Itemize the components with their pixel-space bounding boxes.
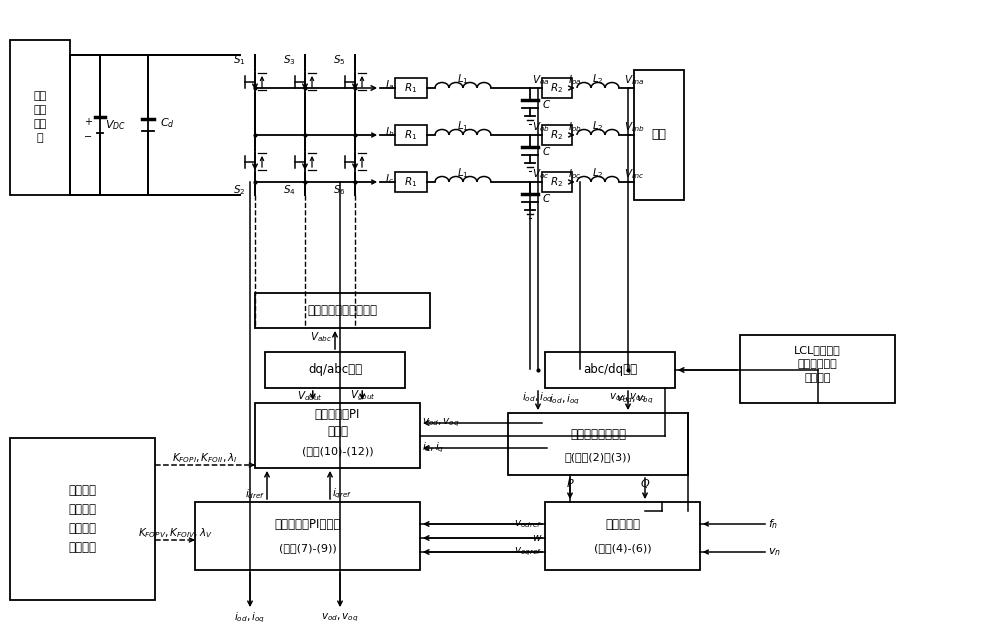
Text: 下垂控制器: 下垂控制器: [605, 519, 640, 532]
Text: $V_{ma}$: $V_{ma}$: [624, 73, 644, 87]
Bar: [545, 502, 700, 570]
Text: LCL滤波器侧
电压、电流和
相位检测: LCL滤波器侧 电压、电流和 相位检测: [794, 345, 841, 383]
Text: $V_{ob}$: $V_{ob}$: [532, 120, 550, 134]
Text: 算(公式(2)和(3)): 算(公式(2)和(3)): [565, 452, 631, 462]
Text: $C_d$: $C_d$: [160, 116, 175, 130]
Text: $V_{dout}$: $V_{dout}$: [297, 389, 323, 403]
Bar: [542, 78, 572, 98]
Text: 空间矢量脉宽调制模块: 空间矢量脉宽调制模块: [308, 304, 378, 317]
Text: $S_5$: $S_5$: [333, 53, 345, 67]
Text: $V_{oc}$: $V_{oc}$: [532, 167, 549, 181]
Bar: [265, 352, 405, 388]
Text: $v_{od},v_{oq}$: $v_{od},v_{oq}$: [321, 612, 359, 622]
Text: abc/dq变换: abc/dq变换: [583, 363, 637, 376]
Text: $S_4$: $S_4$: [283, 183, 295, 197]
Text: $v_n$: $v_n$: [768, 546, 781, 558]
Text: $V_{DC}$: $V_{DC}$: [105, 118, 126, 132]
Text: $V_{gout}$: $V_{gout}$: [350, 389, 376, 403]
Text: 负荷: 负荷: [652, 129, 666, 141]
Text: $R_2$: $R_2$: [550, 175, 564, 189]
Bar: [508, 413, 688, 475]
Text: $v_{odref}$: $v_{odref}$: [514, 518, 542, 530]
Text: $v_{od},v_{oq}$: $v_{od},v_{oq}$: [422, 417, 460, 429]
Text: $i_{dref}$: $i_{dref}$: [245, 487, 265, 501]
Bar: [255, 293, 430, 328]
Bar: [195, 502, 420, 570]
Text: $v_{od},v_{oq}$: $v_{od},v_{oq}$: [609, 392, 647, 404]
Text: $L_2$: $L_2$: [592, 72, 604, 86]
Text: $R_1$: $R_1$: [404, 81, 418, 95]
Bar: [255, 403, 420, 468]
Bar: [395, 172, 427, 192]
Bar: [10, 40, 70, 195]
Text: $i_{qref}$: $i_{qref}$: [332, 487, 352, 501]
Bar: [395, 78, 427, 98]
Text: $L_1$: $L_1$: [457, 72, 469, 86]
Text: dq/abc变换: dq/abc变换: [308, 363, 362, 376]
Text: $R_2$: $R_2$: [550, 81, 564, 95]
Text: 有功和无功功率计: 有功和无功功率计: [570, 429, 626, 442]
Text: $C$: $C$: [542, 192, 551, 204]
Text: $I_a$: $I_a$: [385, 78, 394, 92]
Text: $I_c$: $I_c$: [385, 172, 394, 186]
Text: 分数阶电压PI控制器: 分数阶电压PI控制器: [274, 519, 341, 532]
Text: $v_{oqref}$: $v_{oqref}$: [514, 545, 542, 558]
Text: $K_{FOPV},K_{FOIV},\lambda_V$: $K_{FOPV},K_{FOIV},\lambda_V$: [138, 526, 212, 540]
Text: $I_{oa}$: $I_{oa}$: [568, 73, 581, 87]
Text: $Q$: $Q$: [640, 476, 650, 490]
Bar: [545, 352, 675, 388]
Text: $R_1$: $R_1$: [404, 175, 418, 189]
Text: (公式(7)-(9)): (公式(7)-(9)): [279, 543, 336, 553]
Bar: [10, 438, 155, 600]
Text: $L_2$: $L_2$: [592, 119, 604, 133]
Text: $V_{oa}$: $V_{oa}$: [532, 73, 550, 87]
Bar: [395, 125, 427, 145]
Text: $i_{od},i_{oq}$: $i_{od},i_{oq}$: [522, 391, 554, 405]
Text: +: +: [84, 117, 92, 127]
Text: $L_1$: $L_1$: [457, 119, 469, 133]
Text: $S_1$: $S_1$: [233, 53, 245, 67]
Text: 分布
式直
流电
源: 分布 式直 流电 源: [33, 91, 47, 143]
Text: $i_{od},i_{oq}$: $i_{od},i_{oq}$: [234, 611, 266, 622]
Text: $S_6$: $S_6$: [333, 183, 345, 197]
Bar: [542, 172, 572, 192]
Text: $I_{oc}$: $I_{oc}$: [568, 167, 581, 181]
Text: $w$: $w$: [532, 533, 542, 543]
Text: 分数阶电流PI
控制器: 分数阶电流PI 控制器: [315, 408, 360, 438]
Text: 基于自适
应变异操
作的群体
进化方法: 基于自适 应变异操 作的群体 进化方法: [68, 484, 96, 554]
Text: $i_d,i_q$: $i_d,i_q$: [422, 441, 444, 455]
Text: $-$: $-$: [83, 130, 93, 140]
Text: $V_{mb}$: $V_{mb}$: [624, 120, 644, 134]
Text: $P$: $P$: [566, 477, 574, 489]
Text: $i_{od},i_{oq}$: $i_{od},i_{oq}$: [549, 393, 581, 407]
Bar: [634, 70, 684, 200]
Text: $L_2$: $L_2$: [592, 166, 604, 180]
Text: $I_b$: $I_b$: [385, 125, 394, 139]
Text: $C$: $C$: [542, 145, 551, 157]
Text: $L_1$: $L_1$: [457, 166, 469, 180]
Text: $S_3$: $S_3$: [283, 53, 295, 67]
Text: (公式(10)-(12)): (公式(10)-(12)): [302, 446, 373, 456]
Text: $v_{od},v_{oq}$: $v_{od},v_{oq}$: [616, 394, 654, 406]
Text: $R_2$: $R_2$: [550, 128, 564, 142]
Text: (公式(4)-(6)): (公式(4)-(6)): [594, 543, 651, 553]
Text: $f_n$: $f_n$: [768, 517, 778, 531]
Text: $K_{FOPI},K_{FOII},\lambda_I$: $K_{FOPI},K_{FOII},\lambda_I$: [172, 451, 238, 465]
Text: $R_1$: $R_1$: [404, 128, 418, 142]
Text: $C$: $C$: [542, 98, 551, 110]
Text: $V_{mc}$: $V_{mc}$: [624, 167, 644, 181]
Text: $I_{ob}$: $I_{ob}$: [568, 120, 581, 134]
Text: $S_2$: $S_2$: [233, 183, 245, 197]
Bar: [740, 335, 895, 403]
Bar: [542, 125, 572, 145]
Text: $V_{abc}$: $V_{abc}$: [310, 330, 332, 344]
